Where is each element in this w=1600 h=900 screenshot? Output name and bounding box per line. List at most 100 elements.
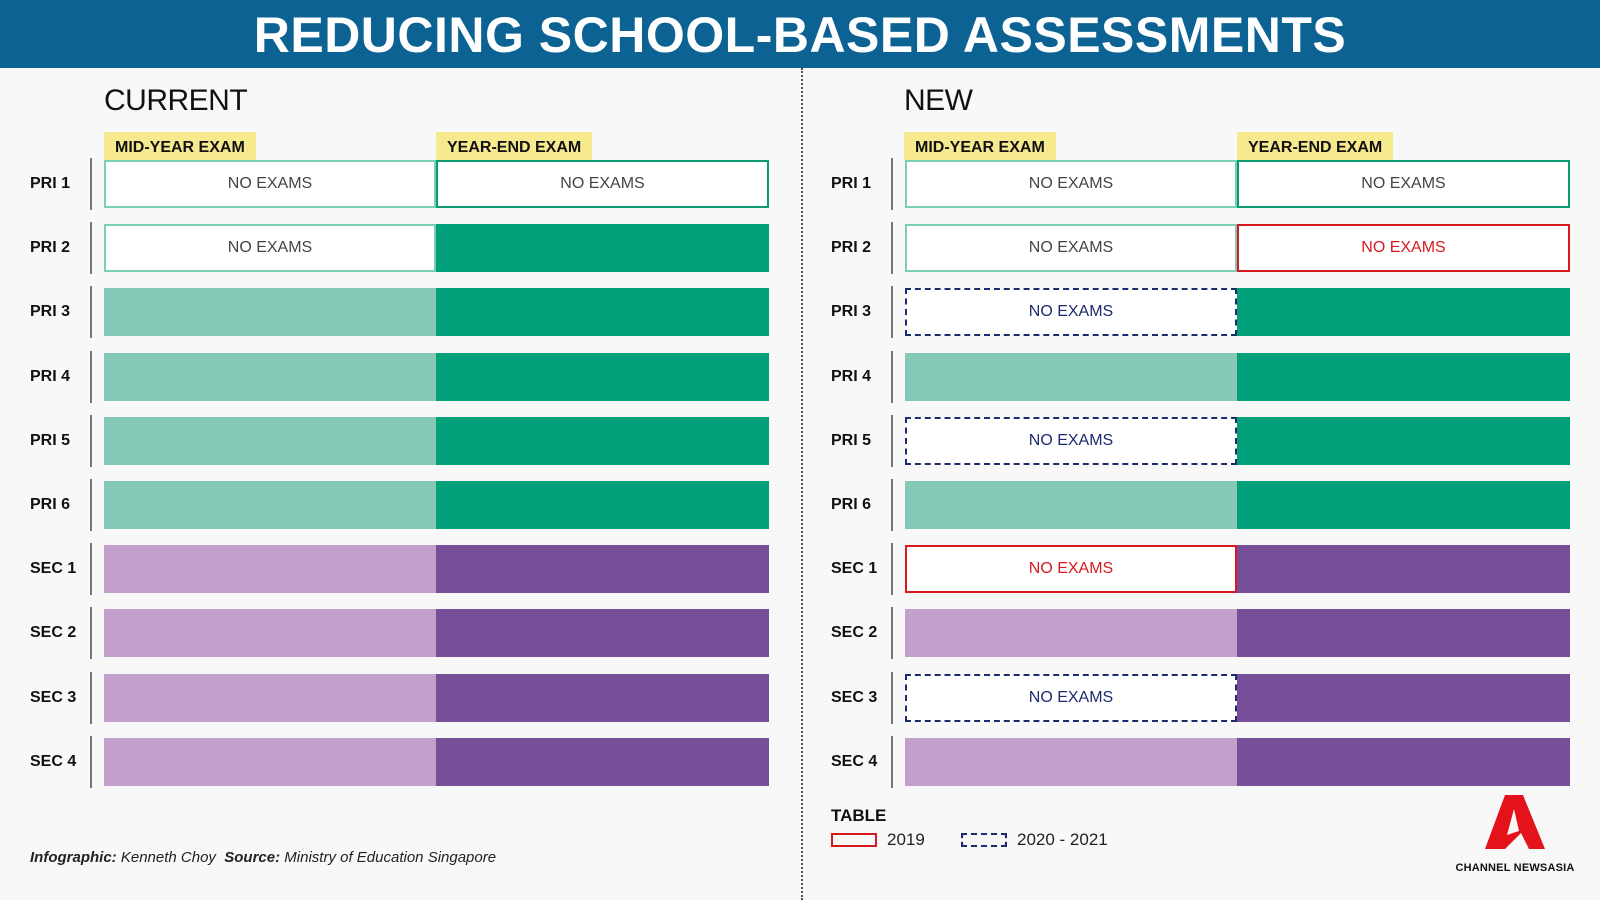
table-row: SEC 4 xyxy=(30,735,775,788)
year-end-cell xyxy=(1237,481,1570,529)
mid-year-cell xyxy=(905,481,1237,529)
mid-year-cell xyxy=(104,737,436,786)
table-row: SEC 2 xyxy=(831,607,1576,660)
source-name: Ministry of Education Singapore xyxy=(284,849,497,866)
table-row: SEC 4 xyxy=(831,735,1576,788)
table-row: PRI 2 NO EXAMS xyxy=(30,222,775,275)
mid-year-cell xyxy=(104,416,436,465)
year-end-cell: NO EXAMS xyxy=(436,160,769,208)
row-label: PRI 1 xyxy=(831,175,872,192)
row-label: SEC 3 xyxy=(831,688,878,706)
row-axis-line xyxy=(891,479,893,531)
year-end-cell xyxy=(1237,609,1570,658)
mid-year-cell xyxy=(905,352,1237,401)
year-end-cell: NO EXAMS xyxy=(1237,160,1570,208)
red-outline-swatch-icon xyxy=(831,833,877,847)
row-label: PRI 3 xyxy=(30,303,71,321)
table-row: PRI 1 NO EXAMS NO EXAMS xyxy=(30,158,775,210)
infographic-name: Kenneth Choy xyxy=(120,849,216,866)
current-year-end-header: YEAR-END EXAM xyxy=(436,132,593,160)
row-axis-line xyxy=(90,671,92,724)
page-title: REDUCING SCHOOL-BASED ASSESSMENTS xyxy=(0,0,1600,68)
panel-divider xyxy=(801,68,803,900)
table-row: PRI 6 xyxy=(831,479,1576,531)
table-row: PRI 2 NO EXAMS NO EXAMS xyxy=(831,222,1576,275)
current-title: CURRENT xyxy=(104,84,248,117)
year-end-cell xyxy=(1237,545,1570,594)
mid-year-cell: NO EXAMS xyxy=(905,545,1237,594)
year-end-cell xyxy=(436,545,769,594)
year-end-cell xyxy=(436,673,769,722)
row-label: SEC 2 xyxy=(831,624,878,642)
table-row: PRI 5 NO EXAMS xyxy=(831,414,1576,467)
year-end-cell xyxy=(1237,288,1570,337)
mid-year-cell: NO EXAMS xyxy=(905,160,1237,208)
year-end-cell xyxy=(436,609,769,658)
channel-newsasia-logo: CHANNEL NEWSASIA xyxy=(1455,795,1575,874)
table-row: PRI 6 xyxy=(30,479,775,531)
year-end-cell xyxy=(436,737,769,786)
table-row: PRI 5 xyxy=(30,414,775,467)
source-label: Source: xyxy=(224,849,281,866)
table-row: SEC 3 xyxy=(30,671,775,724)
logo-text: CHANNEL NEWSASIA xyxy=(1455,862,1575,874)
row-label: PRI 5 xyxy=(831,431,872,449)
row-axis-line xyxy=(891,607,893,660)
row-axis-line xyxy=(90,607,92,660)
mid-year-cell: NO EXAMS xyxy=(905,416,1237,465)
mid-year-cell xyxy=(905,737,1237,786)
mid-year-cell xyxy=(104,609,436,658)
row-axis-line xyxy=(891,286,893,339)
new-panel: NEW MID-YEAR EXAM YEAR-END EXAM PRI 1 NO … xyxy=(831,68,1576,900)
table-row: PRI 4 xyxy=(831,350,1576,403)
current-panel: CURRENT MID-YEAR EXAM YEAR-END EXAM PRI … xyxy=(30,68,775,900)
year-end-cell xyxy=(436,224,769,273)
mid-year-cell xyxy=(104,481,436,529)
mid-year-cell xyxy=(905,609,1237,658)
row-label: SEC 4 xyxy=(30,752,77,770)
year-end-cell xyxy=(1237,352,1570,401)
year-end-cell xyxy=(436,416,769,465)
new-title: NEW xyxy=(904,84,973,117)
mid-year-cell: NO EXAMS xyxy=(905,288,1237,337)
new-year-end-header: YEAR-END EXAM xyxy=(1237,132,1394,160)
mid-year-cell: NO EXAMS xyxy=(905,224,1237,273)
row-axis-line xyxy=(891,735,893,788)
row-axis-line xyxy=(891,414,893,467)
mid-year-cell xyxy=(104,352,436,401)
row-axis-line xyxy=(891,222,893,275)
row-axis-line xyxy=(90,414,92,467)
table-row: SEC 1 xyxy=(30,543,775,596)
row-label: PRI 3 xyxy=(831,303,872,321)
row-axis-line xyxy=(891,158,893,210)
row-label: PRI 4 xyxy=(30,367,71,385)
year-end-cell xyxy=(436,481,769,529)
legend-label: 2020 - 2021 xyxy=(1017,830,1108,849)
mid-year-cell: NO EXAMS xyxy=(104,160,436,208)
infographic-label: Infographic: xyxy=(30,849,117,866)
credit-line: Infographic: Kenneth Choy Source: Minist… xyxy=(30,849,496,866)
current-mid-year-header: MID-YEAR EXAM xyxy=(104,132,256,160)
table-row: SEC 2 xyxy=(30,607,775,660)
row-label: PRI 1 xyxy=(30,175,71,192)
legend-label: 2019 xyxy=(887,830,925,849)
mid-year-cell xyxy=(104,288,436,337)
year-end-cell xyxy=(436,352,769,401)
row-label: SEC 2 xyxy=(30,624,77,642)
row-axis-line xyxy=(90,222,92,275)
row-axis-line xyxy=(891,543,893,596)
table-row: SEC 3 NO EXAMS xyxy=(831,671,1576,724)
mid-year-cell xyxy=(104,673,436,722)
row-axis-line xyxy=(90,479,92,531)
row-axis-line xyxy=(891,671,893,724)
row-label: SEC 1 xyxy=(30,560,77,578)
row-label: SEC 1 xyxy=(831,560,878,578)
row-label: PRI 4 xyxy=(831,367,872,385)
table-row: SEC 1 NO EXAMS xyxy=(831,543,1576,596)
row-label: PRI 2 xyxy=(831,239,872,257)
row-axis-line xyxy=(90,350,92,403)
row-label: SEC 4 xyxy=(831,752,878,770)
mid-year-cell: NO EXAMS xyxy=(905,673,1237,722)
table-row: PRI 3 xyxy=(30,286,775,339)
row-label: SEC 3 xyxy=(30,688,77,706)
